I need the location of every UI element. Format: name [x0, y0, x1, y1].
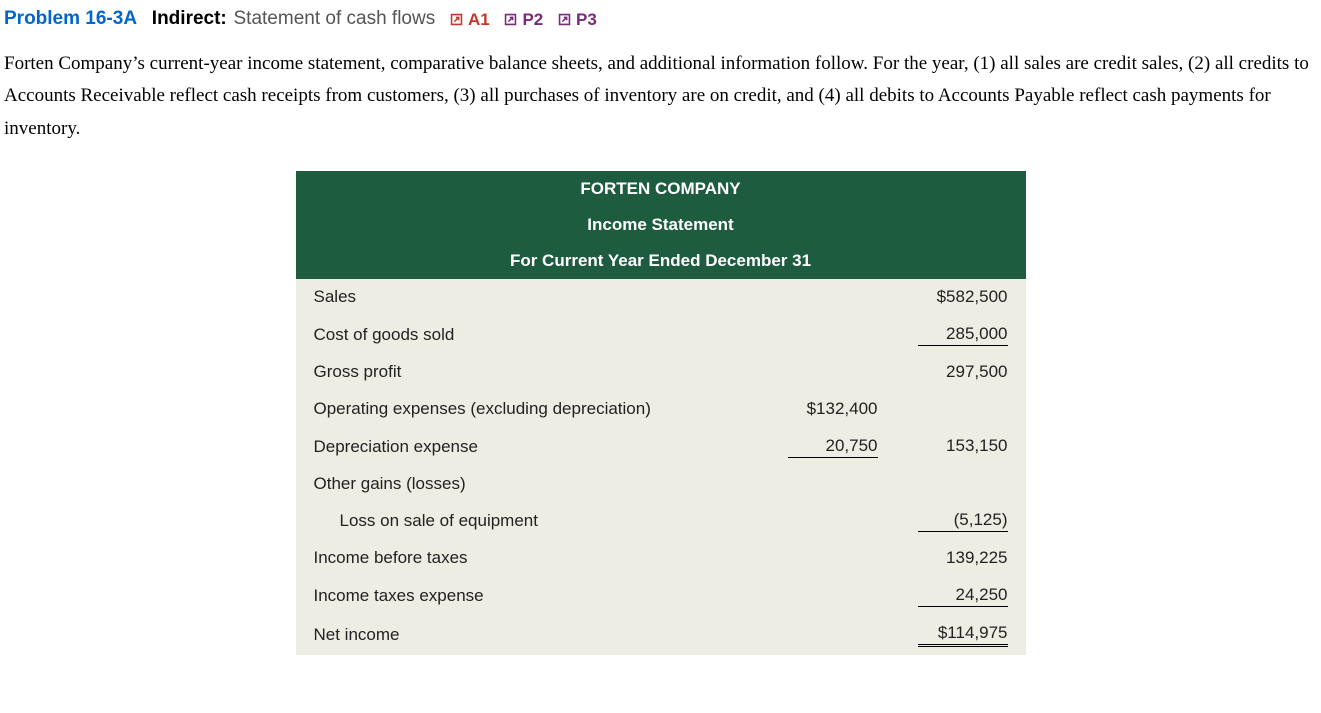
table-row: Loss on sale of equipment (5,125) [296, 502, 1026, 540]
row-col2: (5,125) [896, 502, 1026, 540]
row-label: Operating expenses (excluding depreciati… [296, 391, 766, 428]
problem-intro-text: Forten Company’s current-year income sta… [4, 48, 1317, 145]
reference-link-label: A1 [468, 10, 490, 30]
problem-number: Problem 16-3A [4, 8, 137, 29]
external-link-icon [502, 11, 519, 28]
external-link-icon [448, 11, 465, 28]
row-col1: 20,750 [766, 428, 896, 466]
problem-header: Problem 16-3A Indirect: Statement of cas… [4, 8, 1317, 30]
table-row: Net income $114,975 [296, 615, 1026, 655]
row-col1 [766, 577, 896, 615]
row-col2: $582,500 [896, 279, 1026, 316]
row-label: Gross profit [296, 354, 766, 391]
row-label: Other gains (losses) [296, 466, 766, 502]
row-label: Cost of goods sold [296, 316, 766, 354]
row-col2 [896, 466, 1026, 502]
table-row: Sales $582,500 [296, 279, 1026, 316]
row-col2: 297,500 [896, 354, 1026, 391]
table-row: Income before taxes 139,225 [296, 540, 1026, 577]
row-col1 [766, 354, 896, 391]
reference-link-label: P2 [522, 10, 543, 30]
income-statement-wrapper: FORTEN COMPANY Income Statement For Curr… [4, 171, 1317, 655]
problem-method-label: Indirect: [152, 8, 227, 29]
row-col2: 285,000 [896, 316, 1026, 354]
row-col1 [766, 279, 896, 316]
row-col1 [766, 540, 896, 577]
table-title-line: FORTEN COMPANY [296, 171, 1026, 207]
table-title-line: Income Statement [296, 207, 1026, 243]
row-label: Sales [296, 279, 766, 316]
table-header: FORTEN COMPANY Income Statement For Curr… [296, 171, 1026, 279]
row-label: Income before taxes [296, 540, 766, 577]
table-row: Operating expenses (excluding depreciati… [296, 391, 1026, 428]
row-col2: 153,150 [896, 428, 1026, 466]
reference-link-p2[interactable]: P2 [502, 10, 543, 30]
table-row: Depreciation expense20,750153,150 [296, 428, 1026, 466]
table-row: Income taxes expense 24,250 [296, 577, 1026, 615]
row-col1 [766, 615, 896, 655]
external-link-icon [556, 11, 573, 28]
row-col1: $132,400 [766, 391, 896, 428]
row-label: Net income [296, 615, 766, 655]
table-body: Sales$582,500Cost of goods sold285,000Gr… [296, 279, 1026, 655]
problem-title: Statement of cash flows [234, 8, 436, 29]
row-col1 [766, 466, 896, 502]
row-col1 [766, 316, 896, 354]
table-title-line: For Current Year Ended December 31 [296, 243, 1026, 279]
row-label: Depreciation expense [296, 428, 766, 466]
row-label: Loss on sale of equipment [296, 502, 766, 540]
row-col2 [896, 391, 1026, 428]
income-statement-table: FORTEN COMPANY Income Statement For Curr… [296, 171, 1026, 655]
row-col2: 139,225 [896, 540, 1026, 577]
reference-link-label: P3 [576, 10, 597, 30]
row-col1 [766, 502, 896, 540]
reference-link-p3[interactable]: P3 [556, 10, 597, 30]
row-col2: $114,975 [896, 615, 1026, 655]
table-row: Other gains (losses) [296, 466, 1026, 502]
row-label: Income taxes expense [296, 577, 766, 615]
table-row: Gross profit 297,500 [296, 354, 1026, 391]
table-row: Cost of goods sold 285,000 [296, 316, 1026, 354]
row-col2: 24,250 [896, 577, 1026, 615]
reference-link-a1[interactable]: A1 [448, 10, 490, 30]
